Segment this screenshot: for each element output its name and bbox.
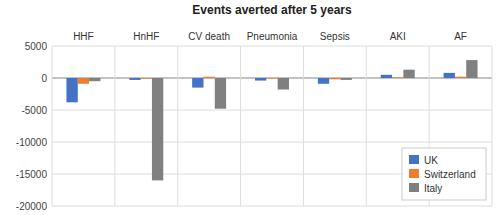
x-tick-label: AF — [454, 31, 467, 42]
x-tick-label: Pneumonia — [247, 31, 298, 42]
bar — [66, 78, 77, 102]
x-tick-label: AKI — [390, 31, 406, 42]
chart: Events averted after 5 years -20000 -15000… — [0, 0, 500, 215]
bar — [341, 78, 352, 80]
grid-line — [52, 142, 492, 143]
legend-label: UK — [424, 155, 438, 166]
bar — [444, 73, 455, 78]
group-divider — [303, 46, 304, 206]
legend-box — [402, 148, 486, 200]
bar — [78, 78, 89, 84]
grid — [52, 46, 492, 206]
bar — [381, 75, 392, 78]
bar — [455, 77, 466, 78]
group-divider — [52, 46, 53, 206]
y-tick-label: 5000 — [25, 41, 48, 52]
legend-label: Switzerland — [424, 169, 476, 180]
legend-swatch — [409, 183, 419, 192]
grid-line — [52, 206, 492, 207]
grid-line — [52, 110, 492, 111]
grid-line — [52, 78, 492, 79]
bar — [255, 78, 266, 81]
x-tick-label: CV death — [188, 31, 230, 42]
legend-label: Italy — [424, 183, 442, 194]
group-divider — [366, 46, 367, 206]
bar — [392, 77, 403, 79]
bar — [203, 77, 214, 78]
bar — [141, 78, 152, 80]
bar — [318, 78, 329, 84]
legend: UK Switzerland Italy — [402, 148, 486, 200]
bar — [129, 78, 140, 80]
grid-line — [52, 46, 492, 47]
bars — [66, 60, 477, 180]
bar — [192, 78, 203, 88]
x-tick-label: HHF — [73, 31, 94, 42]
y-tick-label: -20000 — [16, 201, 48, 212]
legend-swatch — [409, 169, 419, 178]
group-divider — [177, 46, 178, 206]
y-tick-label: -5000 — [21, 105, 47, 116]
y-tick-label: 0 — [41, 73, 47, 84]
x-tick-label: Sepsis — [320, 31, 350, 42]
group-divider — [492, 46, 493, 206]
group-divider — [240, 46, 241, 206]
bar — [152, 78, 163, 180]
group-divider — [114, 46, 115, 206]
y-tick-label: -10000 — [16, 137, 48, 148]
bar — [403, 70, 414, 78]
y-tick-label: -15000 — [16, 169, 48, 180]
bar — [89, 78, 100, 81]
bar — [215, 78, 226, 109]
title: Events averted after 5 years — [192, 3, 352, 17]
bar — [278, 78, 289, 90]
legend-swatch — [409, 155, 419, 164]
bar — [266, 78, 277, 80]
bar — [329, 78, 340, 79]
bar — [466, 60, 477, 78]
x-tick-label: HnHF — [133, 31, 159, 42]
